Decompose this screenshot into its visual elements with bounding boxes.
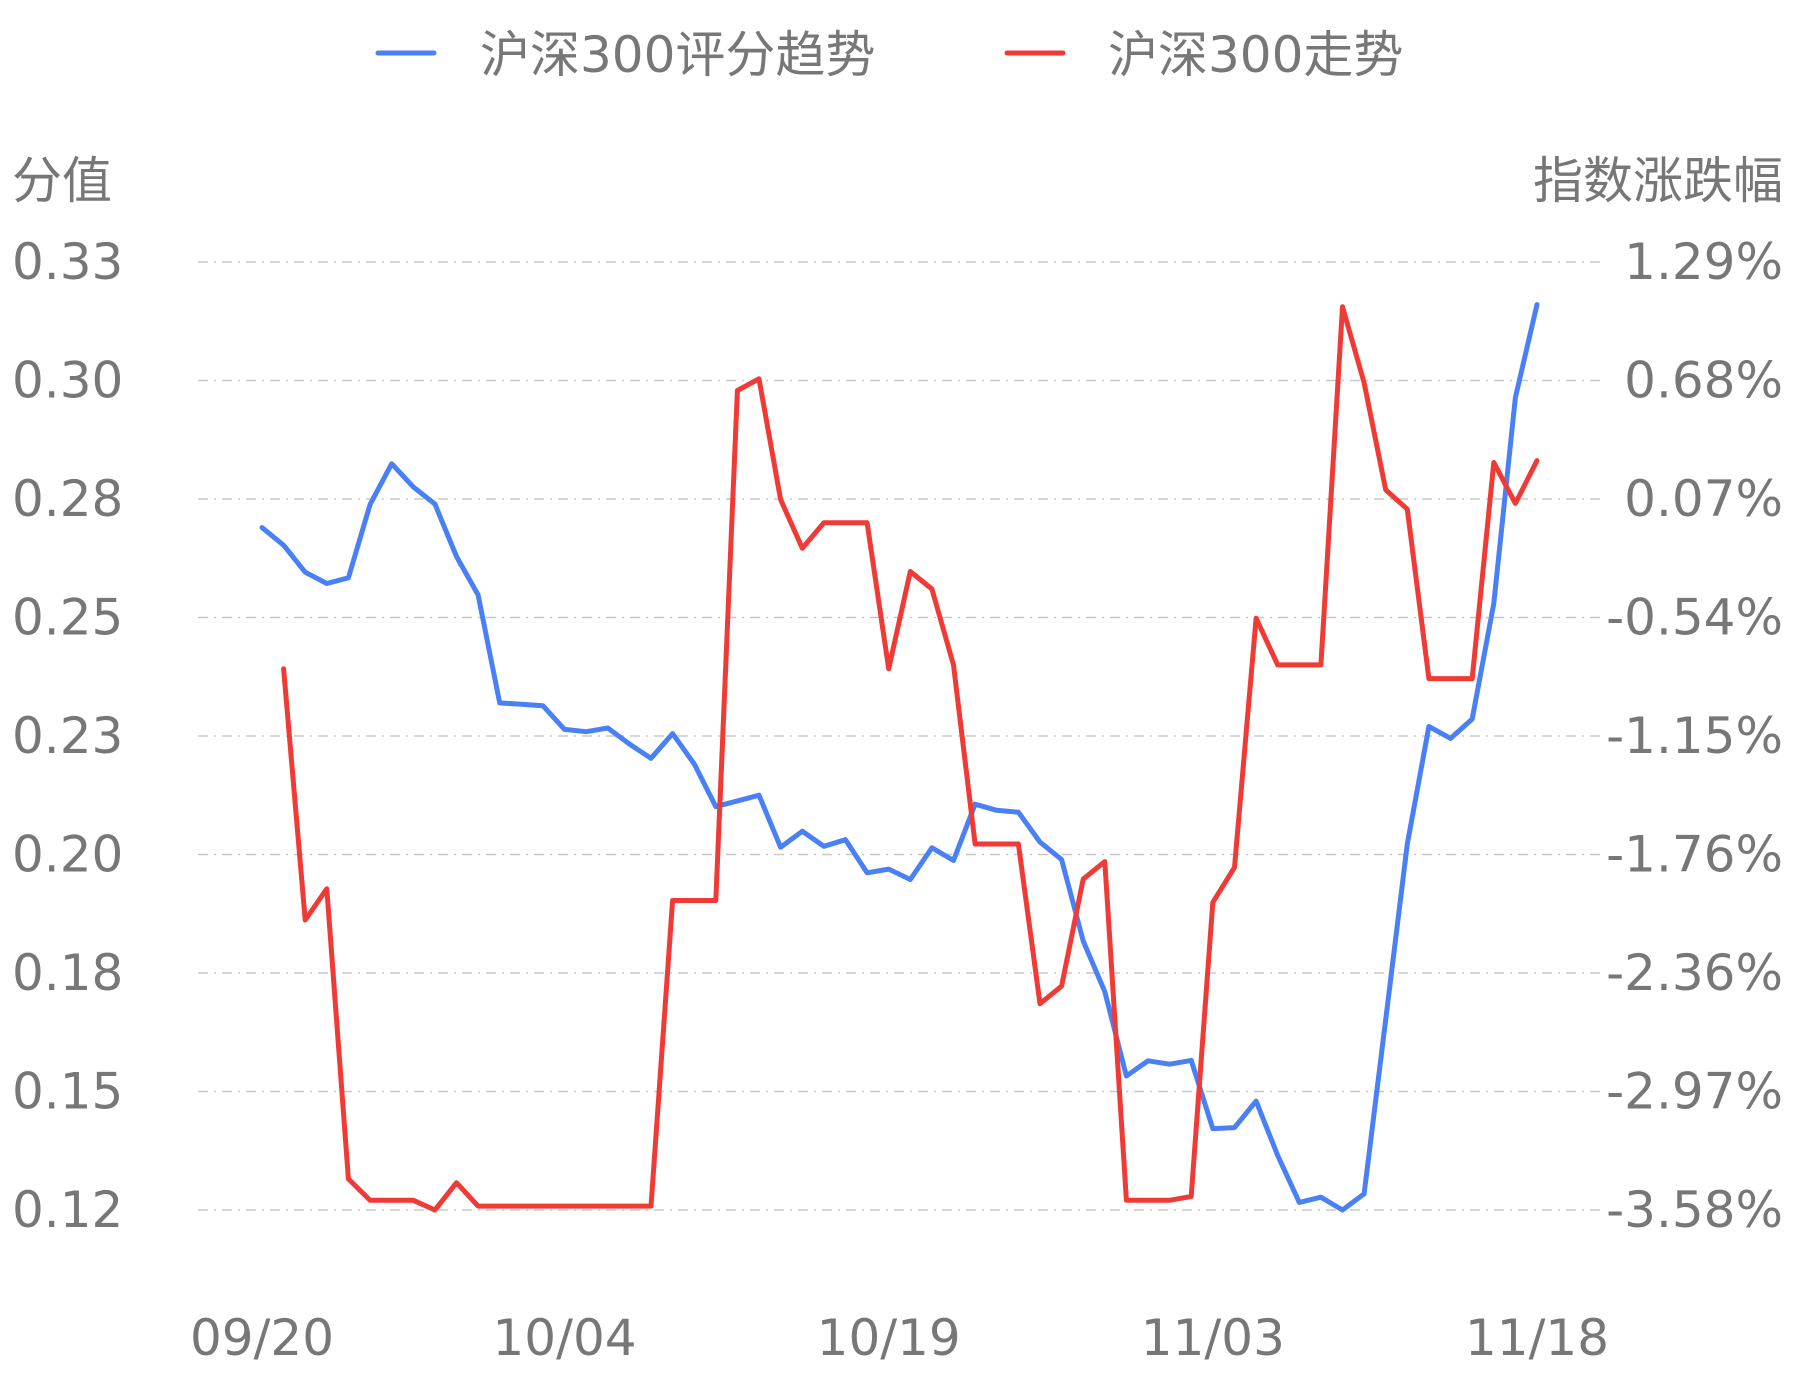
right-tick-label: -0.54% bbox=[1606, 589, 1783, 647]
right-tick-label: -1.15% bbox=[1606, 707, 1783, 765]
left-tick-label: 0.12 bbox=[12, 1181, 123, 1239]
series-line-score bbox=[259, 302, 1540, 1213]
right-tick-label: -2.97% bbox=[1606, 1063, 1783, 1121]
left-axis: 0.33 0.30 0.28 0.25 0.23 0.20 0.18 0.15 0.12 bbox=[12, 233, 123, 1239]
left-axis-title: 分值 bbox=[12, 152, 112, 210]
legend-label: 沪深300走势 bbox=[1108, 26, 1403, 84]
x-tick-label: 09/20 bbox=[190, 1309, 334, 1367]
left-tick-label: 0.33 bbox=[12, 233, 123, 291]
left-tick-label: 0.18 bbox=[12, 944, 123, 1002]
left-tick-label: 0.28 bbox=[12, 470, 123, 528]
x-tick-label: 10/04 bbox=[492, 1309, 636, 1367]
left-tick-label: 0.23 bbox=[12, 707, 123, 765]
legend-label: 沪深300评分趋势 bbox=[480, 26, 875, 84]
right-tick-label: 0.68% bbox=[1624, 352, 1783, 410]
x-tick-label: 10/19 bbox=[817, 1309, 961, 1367]
left-tick-label: 0.25 bbox=[12, 589, 123, 647]
left-tick-label: 0.20 bbox=[12, 826, 123, 884]
x-tick-label: 11/03 bbox=[1141, 1309, 1285, 1367]
legend: 沪深300评分趋势 沪深300走势 bbox=[375, 26, 1403, 84]
x-axis: 09/20 10/04 10/19 11/03 11/18 bbox=[190, 1309, 1609, 1367]
right-tick-label: 0.07% bbox=[1624, 470, 1783, 528]
right-tick-label: -2.36% bbox=[1606, 944, 1783, 1002]
right-axis: 1.29% 0.68% 0.07% -0.54% -1.15% -1.76% -2.36% -… bbox=[1606, 233, 1783, 1239]
grid bbox=[198, 261, 1600, 1211]
series-line-index bbox=[281, 304, 1540, 1213]
plot-area bbox=[259, 302, 1540, 1213]
right-tick-label: 1.29% bbox=[1624, 233, 1783, 291]
left-tick-label: 0.30 bbox=[12, 352, 123, 410]
right-axis-title: 指数涨跌幅 bbox=[1533, 152, 1783, 210]
right-tick-label: -1.76% bbox=[1606, 826, 1783, 884]
left-tick-label: 0.15 bbox=[12, 1063, 123, 1121]
x-tick-label: 11/18 bbox=[1465, 1309, 1609, 1367]
right-tick-label: -3.58% bbox=[1606, 1181, 1783, 1239]
